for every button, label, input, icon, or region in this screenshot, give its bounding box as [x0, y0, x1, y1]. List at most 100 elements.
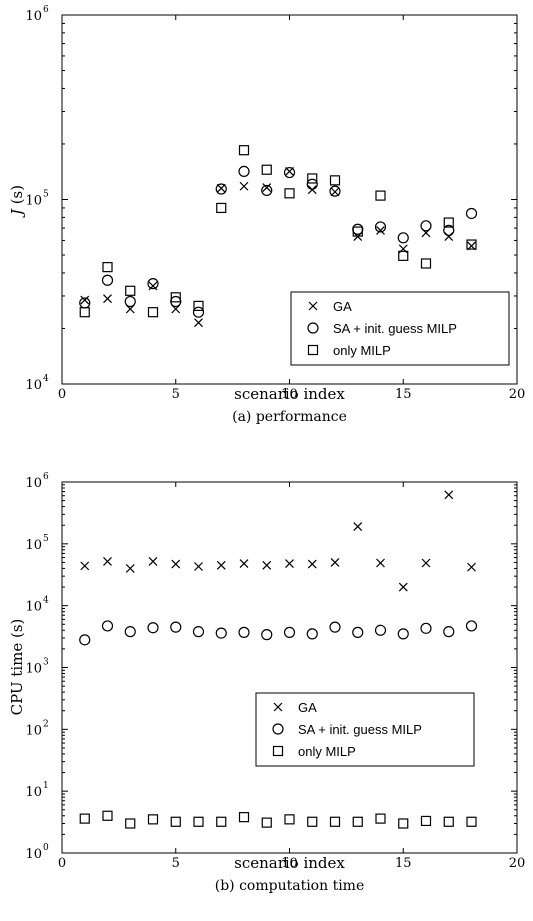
- data-point-circle: [352, 626, 364, 638]
- x-tick-label: 10: [281, 856, 298, 871]
- y-tick-exponent: 2: [43, 719, 49, 729]
- data-point-square: [216, 816, 227, 827]
- data-point-x: [376, 558, 385, 568]
- data-point-square: [398, 250, 409, 261]
- data-point-square: [420, 815, 432, 827]
- data-point-circle: [238, 626, 250, 638]
- x-axis-label: scenario index: [234, 385, 345, 403]
- y-tick-label: 10: [25, 785, 42, 800]
- legend-box: [255, 692, 475, 767]
- data-point-square: [307, 816, 318, 827]
- y-tick-label: 10: [25, 723, 42, 738]
- data-point-square: [420, 258, 432, 269]
- data-point-circle: [261, 629, 273, 641]
- data-point-circle: [420, 622, 432, 634]
- data-point-circle: [352, 223, 364, 235]
- y-tick-label: 10: [25, 600, 42, 615]
- data-point-circle: [374, 624, 387, 636]
- data-point-circle: [397, 628, 409, 640]
- data-point-square: [329, 175, 341, 186]
- data-point-x: [239, 181, 249, 191]
- data-point-x: [262, 183, 272, 193]
- data-point-square: [216, 202, 227, 214]
- data-point-circle: [238, 165, 250, 178]
- x-tick-label: 15: [395, 856, 412, 871]
- data-point-square: [102, 262, 113, 273]
- data-point-square: [238, 145, 250, 156]
- y-tick-label: 10: [25, 9, 42, 24]
- y-axis-label: CPU time (s): [8, 619, 26, 716]
- data-point-square: [125, 285, 136, 296]
- x-axis-label: scenario index: [234, 854, 345, 872]
- data-point-circle: [261, 184, 273, 197]
- data-point-x: [262, 560, 272, 570]
- data-point-x: [80, 295, 90, 305]
- data-point-x: [307, 559, 317, 569]
- data-point-square: [79, 813, 90, 824]
- data-point-x: [444, 490, 454, 500]
- data-point-square: [284, 188, 295, 199]
- legend-label: only MILP: [333, 343, 391, 358]
- data-point-square: [79, 307, 90, 318]
- panel-caption: (a) performance: [232, 409, 347, 425]
- data-point-circle: [101, 274, 114, 286]
- data-point-circle: [101, 620, 114, 632]
- data-point-circle: [79, 634, 91, 646]
- data-point-square: [147, 814, 159, 825]
- legend-marker-circle: [272, 723, 284, 735]
- legend-marker-x: [308, 301, 318, 311]
- data-point-circle: [283, 166, 296, 179]
- data-point-circle: [147, 278, 159, 290]
- data-point-square: [193, 300, 204, 312]
- data-point-circle: [306, 628, 318, 640]
- data-point-square: [261, 164, 272, 175]
- panel-caption: (b) computation time: [215, 878, 365, 894]
- data-point-square: [284, 814, 295, 825]
- x-tick-label: 10: [281, 387, 298, 402]
- y-tick-exponent: 3: [43, 658, 49, 668]
- data-point-x: [103, 294, 112, 304]
- legend-label: only MILP: [298, 744, 356, 759]
- data-point-x: [421, 558, 431, 568]
- data-point-square: [443, 217, 454, 228]
- y-tick-label: 10: [25, 662, 42, 677]
- data-point-x: [80, 561, 90, 571]
- data-point-x: [467, 562, 476, 572]
- data-point-circle: [215, 183, 227, 195]
- x-tick-label: 0: [58, 856, 66, 871]
- data-point-x: [194, 318, 203, 328]
- data-point-circle: [147, 622, 159, 634]
- data-point-square: [352, 816, 363, 827]
- data-point-circle: [283, 626, 296, 638]
- data-point-circle: [124, 295, 136, 308]
- data-point-x: [444, 232, 454, 241]
- data-point-x: [171, 559, 181, 569]
- data-point-square: [329, 816, 341, 827]
- data-point-x: [330, 187, 340, 197]
- data-point-square: [102, 810, 113, 821]
- y-tick-label: 10: [25, 476, 42, 491]
- data-point-x: [330, 558, 340, 567]
- plot-frame: [61, 481, 518, 854]
- x-tick-label: 20: [509, 856, 526, 871]
- data-point-circle: [443, 626, 455, 638]
- data-point-square: [307, 173, 318, 184]
- y-tick-exponent: 6: [43, 5, 49, 15]
- data-point-circle: [306, 178, 318, 190]
- data-point-x: [148, 281, 158, 291]
- legend-label: SA + init. guess MILP: [298, 722, 422, 737]
- y-tick-exponent: 5: [43, 190, 49, 200]
- x-tick-label: 0: [58, 387, 66, 402]
- data-point-square: [170, 292, 181, 303]
- y-tick-label: 10: [25, 847, 42, 862]
- y-tick-exponent: 0: [43, 843, 49, 853]
- y-tick-exponent: 4: [43, 596, 49, 606]
- data-point-x: [125, 564, 135, 573]
- data-point-x: [194, 562, 203, 571]
- data-point-x: [285, 559, 294, 568]
- data-point-circle: [397, 232, 409, 244]
- data-point-square: [125, 818, 136, 829]
- data-point-x: [376, 225, 385, 235]
